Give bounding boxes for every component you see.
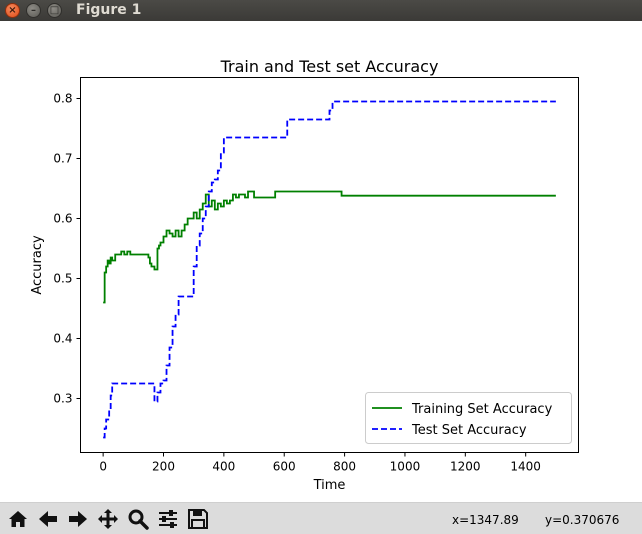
y-tick-label: 0.5 (53, 272, 72, 286)
legend-test-label: Test Set Accuracy (411, 423, 527, 438)
navigation-toolbar: x=1347.89 y=0.370676 (0, 502, 642, 534)
save-icon (188, 509, 208, 529)
back-button[interactable] (35, 507, 61, 531)
x-coordinate-readout: x=1347.89 (452, 513, 519, 527)
home-button[interactable] (5, 507, 31, 531)
window-title: Figure 1 (76, 2, 142, 18)
plot-frame (80, 77, 579, 453)
close-window-button[interactable]: × (5, 3, 20, 18)
back-icon (39, 511, 57, 527)
legend-box (365, 392, 572, 444)
configure-subplots-icon (159, 510, 177, 528)
chart-svg: Train and Test set Accuracy Time Accurac… (30, 57, 579, 493)
window-titlebar: × – □ Figure 1 (0, 0, 642, 21)
legend: Training Set Accuracy Test Set Accuracy (365, 392, 572, 444)
forward-icon (69, 511, 87, 527)
maximize-window-button[interactable]: □ (47, 3, 62, 18)
home-icon (9, 511, 27, 527)
y-tick-label: 0.7 (53, 152, 72, 166)
x-tick-label: 600 (273, 460, 296, 474)
minimize-window-button[interactable]: – (26, 3, 41, 18)
chart-title: Train and Test set Accuracy (220, 57, 439, 76)
figure-canvas[interactable]: Train and Test set Accuracy Time Accurac… (0, 21, 642, 502)
forward-button[interactable] (65, 507, 91, 531)
x-tick-label: 0 (99, 460, 107, 474)
y-axis-label: Accuracy (30, 235, 45, 295)
x-tick-label: 1200 (450, 460, 481, 474)
x-tick-label: 200 (152, 460, 175, 474)
x-tick-label: 800 (333, 460, 356, 474)
y-tick-label: 0.8 (53, 92, 72, 106)
x-tick-label: 1400 (510, 460, 541, 474)
zoom-button[interactable] (125, 507, 151, 531)
test-accuracy-line (103, 100, 556, 439)
y-tick-label: 0.6 (53, 212, 72, 226)
save-button[interactable] (185, 507, 211, 531)
pan-icon (98, 509, 118, 529)
y-coordinate-readout: y=0.370676 (545, 513, 620, 527)
pan-button[interactable] (95, 507, 121, 531)
x-tick-label: 1000 (390, 460, 421, 474)
legend-training-label: Training Set Accuracy (411, 402, 553, 417)
y-tick-label: 0.4 (53, 332, 72, 346)
x-tick-label: 400 (212, 460, 235, 474)
training-accuracy-line (103, 190, 556, 304)
configure-subplots-button[interactable] (155, 507, 181, 531)
zoom-icon (128, 509, 149, 530)
y-tick-label: 0.3 (53, 392, 72, 406)
x-axis-label: Time (313, 478, 346, 493)
